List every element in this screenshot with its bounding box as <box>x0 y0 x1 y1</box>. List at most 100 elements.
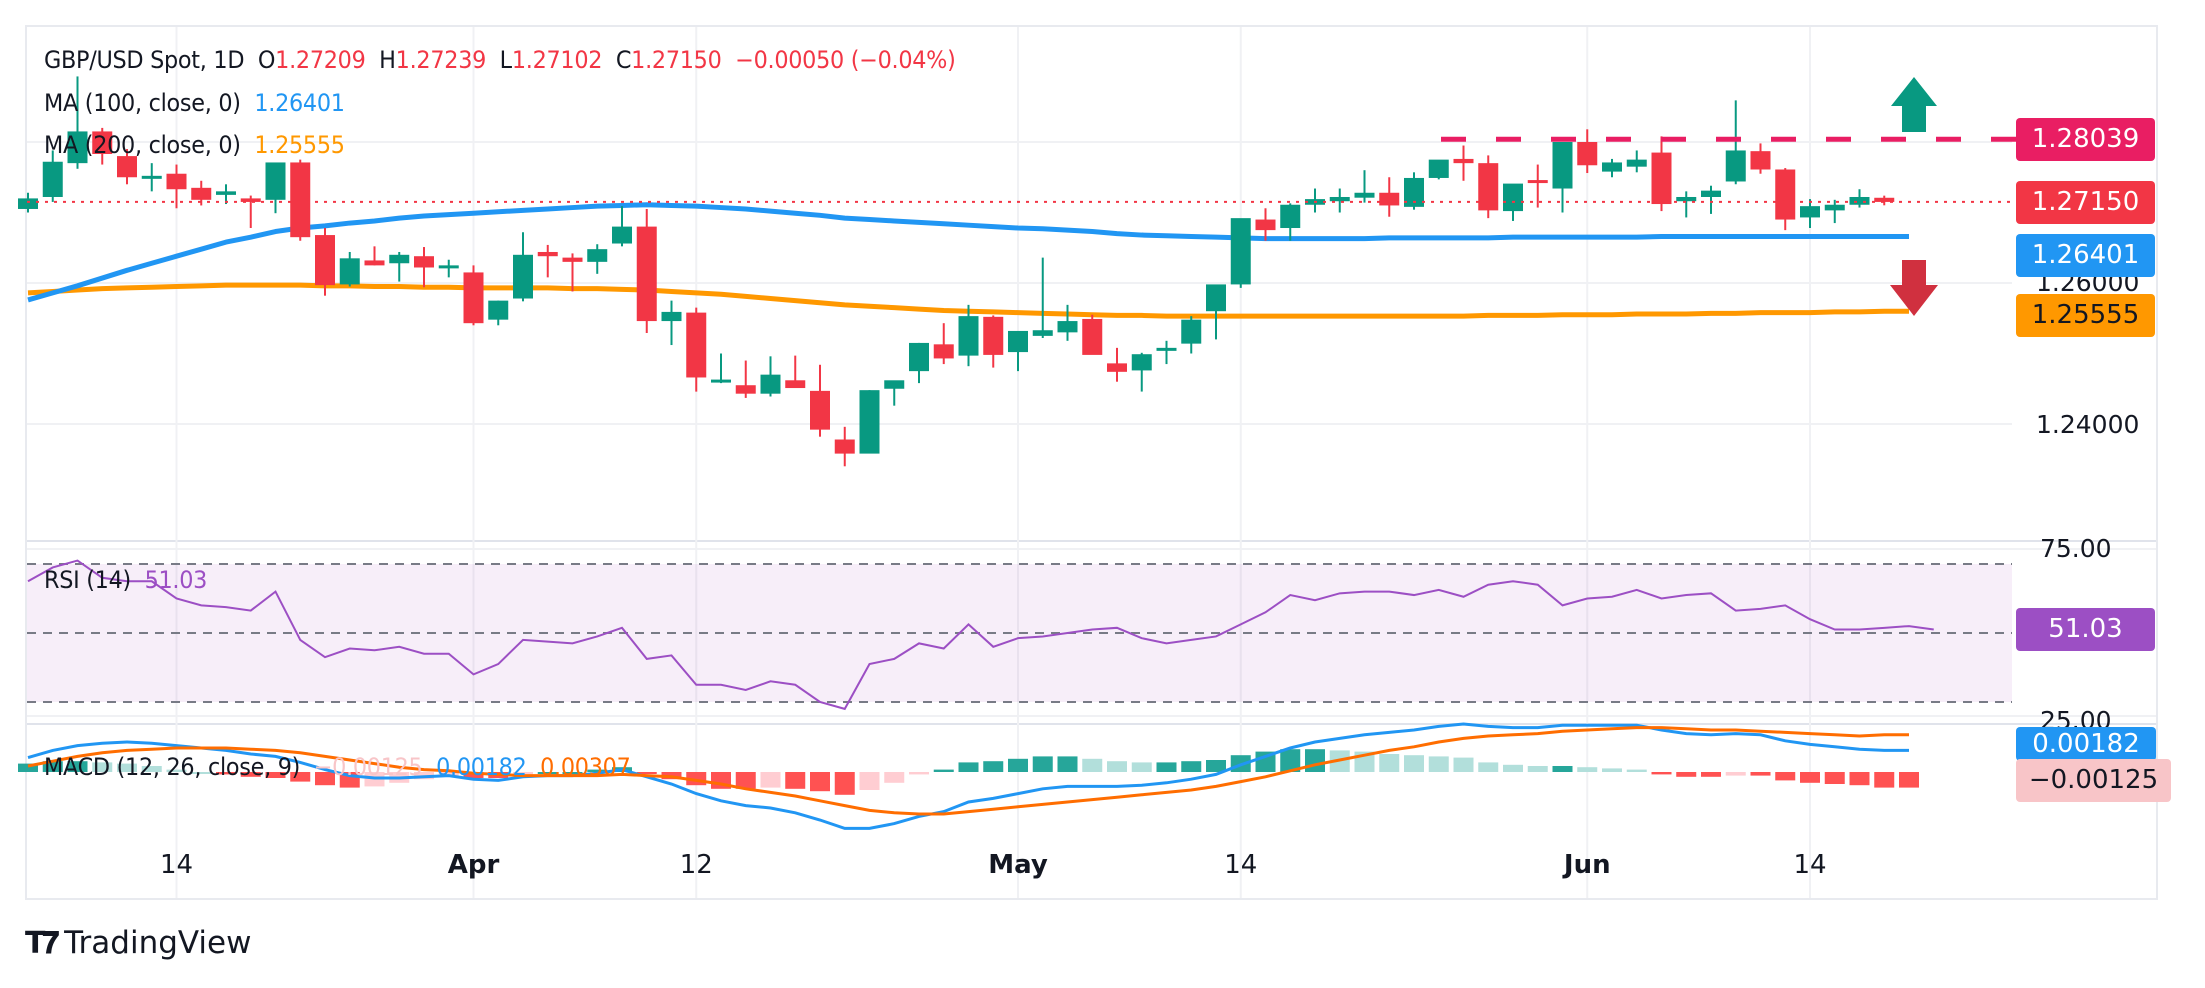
macd-histogram-bar <box>1082 758 1103 772</box>
candle <box>1824 199 1845 224</box>
chart-frame <box>25 25 2158 900</box>
candle-body <box>1255 219 1276 231</box>
candle-body <box>1453 158 1474 164</box>
candle-body <box>1379 192 1400 206</box>
ma100-label: MA (100, close, 0) <box>44 89 241 117</box>
macd-histogram-bar <box>735 772 756 789</box>
candle <box>1057 304 1078 341</box>
candle <box>636 208 657 334</box>
ma200-legend[interactable]: MA (200, close, 0) 1.25555 <box>44 131 345 159</box>
high-label: H <box>379 46 396 74</box>
candle-body <box>1701 190 1721 197</box>
candle <box>1131 352 1152 392</box>
candle-body <box>240 198 261 202</box>
candle-body <box>711 379 731 383</box>
macd-histogram-bar <box>1527 766 1548 772</box>
candle-body <box>760 374 781 394</box>
candle <box>537 244 558 278</box>
macd-histogram-bar <box>265 772 286 778</box>
time-tick-label: 12 <box>679 850 713 880</box>
candle-body <box>1725 150 1746 182</box>
macd-histogram-bar <box>513 772 533 774</box>
rsi-tick-75: 75.00 <box>2040 534 2112 563</box>
candle <box>1181 316 1202 354</box>
macd-histogram-bar <box>1899 772 1919 788</box>
candle-body <box>1156 347 1177 351</box>
candle <box>216 184 236 205</box>
macd-histogram-bar <box>240 772 261 777</box>
candle <box>958 304 979 367</box>
ma100-value: 1.26401 <box>254 89 345 117</box>
candle <box>438 259 459 278</box>
candle-body <box>983 316 1004 355</box>
candle <box>1750 143 1771 174</box>
open-value: 1.27209 <box>275 46 366 74</box>
macd-label: MACD (12, 26, close, 9) <box>44 753 301 781</box>
macd-histogram-bar <box>834 772 855 795</box>
candle <box>1874 195 1895 206</box>
candle-body <box>834 439 855 454</box>
macd-histogram-bar <box>117 763 137 772</box>
macd-histogram-bar <box>290 772 311 782</box>
tradingview-brand[interactable]: T𝟕 TradingView <box>25 925 251 961</box>
candle-body <box>562 257 583 262</box>
candle-body <box>735 385 756 394</box>
macd-histogram-bar <box>1008 758 1028 772</box>
low-label: L <box>499 46 512 74</box>
macd-histogram-bar <box>909 772 929 775</box>
candle-body <box>859 390 880 454</box>
candle <box>983 315 1004 368</box>
candle-body <box>315 235 335 286</box>
macd-histogram-bar <box>1057 756 1078 772</box>
candle-body <box>810 390 830 430</box>
candle <box>389 251 410 282</box>
candle-body <box>661 311 682 322</box>
macd-histogram-bar <box>67 761 88 772</box>
ma100-legend[interactable]: MA (100, close, 0) 1.26401 <box>44 89 345 117</box>
rsi-price-label: 51.03 <box>2016 608 2155 651</box>
candle-body <box>1824 204 1845 211</box>
macd-histogram-bar <box>1874 772 1895 788</box>
time-tick-label: Jun <box>1563 850 1611 880</box>
candle-body <box>1082 318 1103 355</box>
macd-histogram-bar <box>884 772 905 783</box>
candle <box>587 244 608 274</box>
candle-body <box>1676 196 1697 202</box>
candle <box>1849 189 1870 208</box>
candle-body <box>339 258 360 285</box>
time-tick-label: 14 <box>1224 850 1258 880</box>
candle <box>1329 188 1350 213</box>
overlays <box>27 77 2016 316</box>
candle <box>1651 136 1672 212</box>
candle-body <box>1651 152 1672 205</box>
candle-body <box>117 156 137 178</box>
macd-histogram-bar <box>1626 769 1647 772</box>
macd-histogram-bar <box>1379 754 1400 772</box>
candle <box>1305 188 1325 213</box>
macd-legend[interactable]: MACD (12, 26, close, 9) −0.00125 0.00182… <box>44 753 631 781</box>
candle-body <box>1750 151 1771 170</box>
candle <box>760 356 781 397</box>
macd-histogram-bar <box>785 772 806 789</box>
candle <box>1701 185 1721 214</box>
macd-price-label: 0.00182 <box>2016 727 2156 761</box>
macd-histogram-bar <box>859 772 880 790</box>
rsi-line <box>27 559 1934 711</box>
candle-body <box>488 300 509 320</box>
symbol-title: GBP/USD Spot, 1D <box>44 46 245 74</box>
candle-body <box>1404 177 1424 207</box>
candle <box>463 265 484 326</box>
rsi-label: RSI (14) <box>44 566 131 594</box>
rsi-value: 51.03 <box>144 566 208 594</box>
macd-histogram-bar <box>141 766 162 772</box>
candle-body <box>1800 206 1820 218</box>
macd-histogram-bar <box>92 762 113 772</box>
candle <box>711 353 731 384</box>
rsi-legend[interactable]: RSI (14) 51.03 <box>44 566 207 594</box>
change-value: −0.00050 (−0.04%) <box>735 46 956 74</box>
brand-name: TradingView <box>64 925 252 961</box>
candle <box>414 247 434 288</box>
candle <box>1082 314 1103 355</box>
macd-histogram-bar <box>587 769 608 772</box>
